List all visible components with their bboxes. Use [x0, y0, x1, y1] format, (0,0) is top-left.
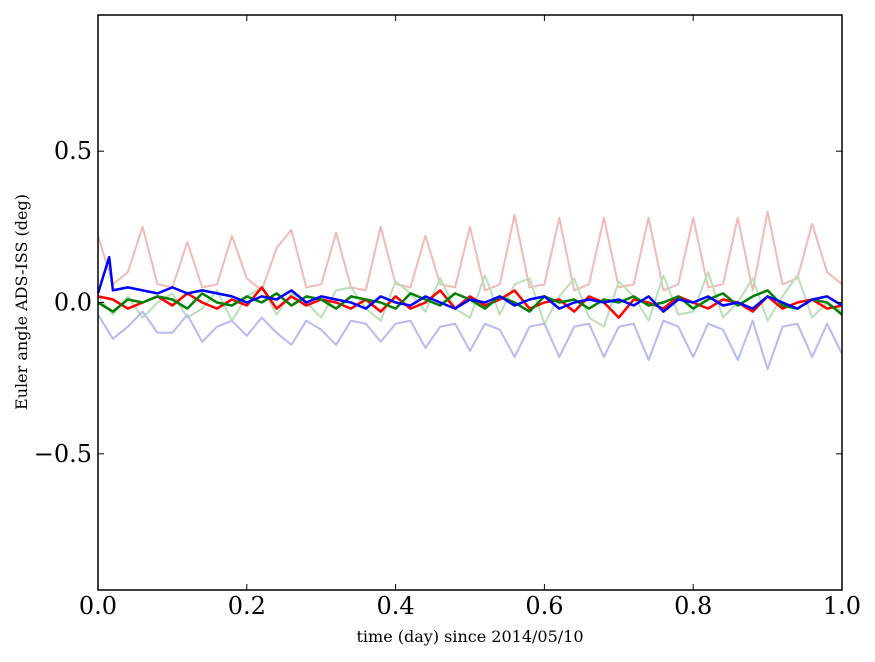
series-layer [96, 210, 843, 371]
y-tick-label: −0.5 [34, 440, 92, 468]
x-tick-label: 0.4 [377, 592, 415, 620]
x-tick-label: 0.6 [525, 592, 563, 620]
x-tick-label: 1.0 [823, 592, 861, 620]
x-tick-label: 0.2 [228, 592, 266, 620]
series-line-3 [97, 310, 843, 371]
y-tick-label: 0.5 [54, 137, 92, 165]
series-line-6 [96, 255, 843, 313]
x-axis-label: time (day) since 2014/05/10 [356, 627, 583, 646]
x-tick-label: 0.0 [79, 592, 117, 620]
tick-layer: 0.0 0.2 0.4 0.6 0.8 1.0 −0.5 0.0 0.5 [34, 15, 861, 620]
y-tick-label: 0.0 [54, 289, 92, 317]
y-axis-label: Euler angle ADS-ISS (deg) [12, 194, 31, 410]
x-tick-label: 0.8 [674, 592, 712, 620]
series-line-1 [97, 210, 843, 292]
plot-frame [97, 14, 843, 591]
